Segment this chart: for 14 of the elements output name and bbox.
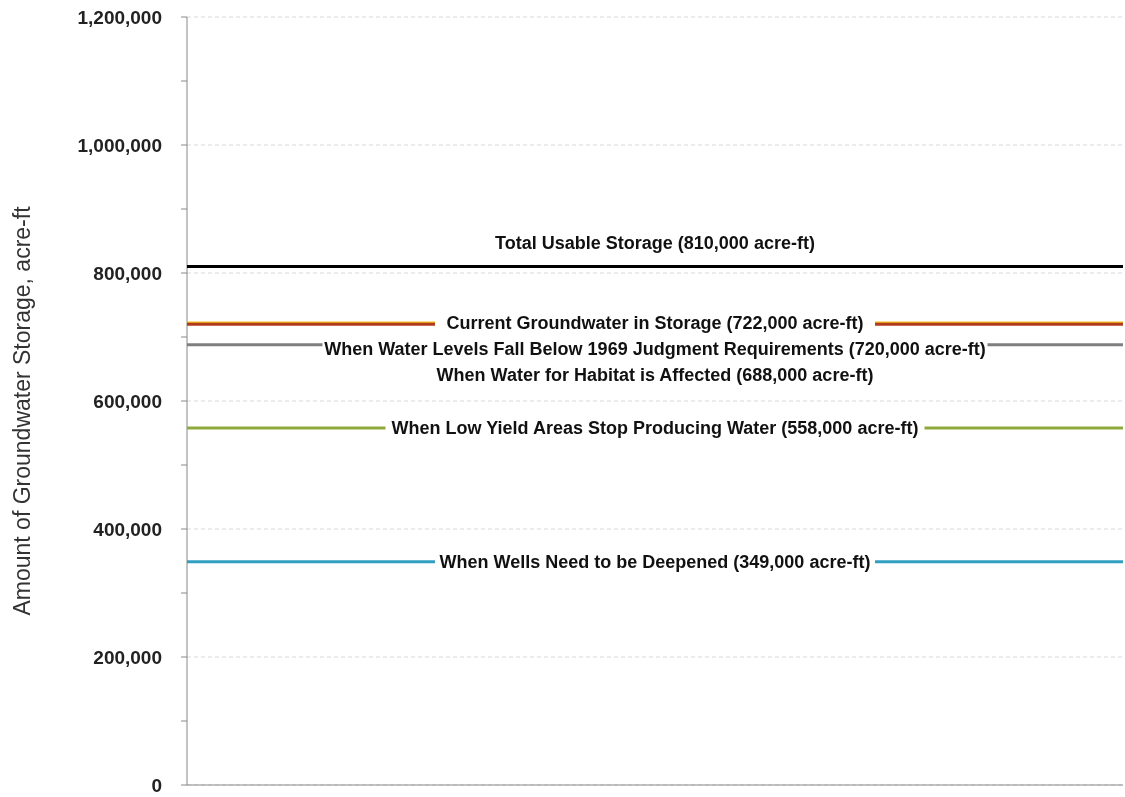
- y-tick-label: 1,200,000: [77, 6, 162, 28]
- y-tick-label: 0: [151, 774, 162, 796]
- y-tick-label: 400,000: [93, 518, 162, 540]
- y-axis-title: Amount of Groundwater Storage, acre-ft: [9, 205, 35, 616]
- ref-line-label: When Water for Habitat is Affected (688,000 acre-ft): [436, 365, 874, 386]
- ref-line-label: When Water Levels Fall Below 1969 Judgment Requirements (720,000 acre-ft): [324, 339, 986, 360]
- y-tick-label: 800,000: [93, 262, 162, 284]
- y-tick-label: 600,000: [93, 390, 162, 412]
- ref-line-label: Current Groundwater in Storage (722,000 acre-ft): [446, 313, 864, 334]
- y-tick-label: 1,000,000: [77, 134, 162, 156]
- ref-line-label: When Wells Need to be Deepened (349,000 acre-ft): [439, 551, 871, 572]
- y-tick-label: 200,000: [93, 646, 162, 668]
- ref-line-label: Total Usable Storage (810,000 acre-ft): [495, 232, 815, 253]
- ref-line-label: When Low Yield Areas Stop Producing Water (558,000 acre-ft): [391, 418, 919, 439]
